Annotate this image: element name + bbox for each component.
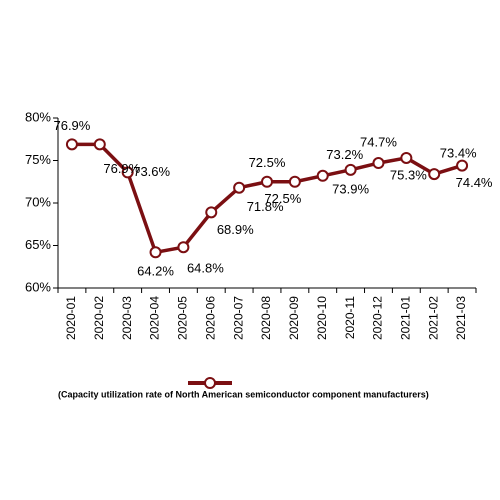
data-point bbox=[149, 246, 162, 259]
x-tick-label: 2020-12 bbox=[371, 296, 385, 340]
x-tick-label: 2020-03 bbox=[120, 296, 134, 340]
y-tick-label: 70% bbox=[25, 194, 51, 209]
x-tick-label: 2021-01 bbox=[399, 296, 413, 340]
x-axis: 2020-01 2020-02 2020-03 2020-04 2020-05 2020-… bbox=[57, 287, 477, 340]
data-label: 73.9% bbox=[332, 181, 369, 196]
data-point bbox=[288, 175, 301, 188]
x-tick-label: 2021-02 bbox=[426, 296, 440, 340]
x-tick-label: 2020-04 bbox=[148, 296, 162, 340]
data-point bbox=[93, 138, 106, 151]
x-tick-label: 2020-09 bbox=[287, 296, 301, 340]
x-tick-label: 2020-08 bbox=[259, 296, 273, 340]
data-label: 74.7% bbox=[360, 134, 397, 149]
data-label: 72.5% bbox=[264, 191, 301, 206]
data-label: 76.9% bbox=[53, 118, 90, 133]
x-tick-label: 2020-06 bbox=[203, 296, 217, 340]
data-labels: 76.9%76.9%73.6%64.2% 64.8%68.9%71.8%72.5%… bbox=[53, 118, 492, 279]
data-point bbox=[372, 157, 385, 170]
data-point bbox=[456, 159, 469, 172]
series-group bbox=[65, 138, 469, 259]
x-tick-label: 2020-07 bbox=[231, 296, 245, 340]
data-point bbox=[316, 169, 329, 182]
y-tick-label: 75% bbox=[25, 152, 51, 167]
y-axis: 60% 65% 70% 75% 80% bbox=[25, 109, 59, 294]
x-tick-label: 2020-05 bbox=[176, 296, 190, 340]
legend-label: (Capacity utilization rate of North Amer… bbox=[58, 389, 429, 399]
x-tick-label: 2021-03 bbox=[454, 296, 468, 340]
data-label: 71.8% bbox=[247, 199, 284, 214]
data-point bbox=[65, 138, 78, 151]
data-label: 73.4% bbox=[440, 146, 477, 161]
y-tick-label: 65% bbox=[25, 237, 51, 252]
data-label: 64.2% bbox=[137, 264, 174, 279]
data-label: 68.9% bbox=[217, 222, 254, 237]
legend-marker-swatch bbox=[204, 377, 216, 389]
legend: (Capacity utilization rate of North Amer… bbox=[58, 377, 429, 399]
data-point bbox=[261, 175, 273, 188]
data-label: 75.3% bbox=[390, 167, 427, 182]
data-point bbox=[344, 163, 357, 176]
data-label: 73.6% bbox=[133, 164, 170, 179]
data-label: 73.2% bbox=[326, 147, 363, 162]
x-tick-label: 2020-02 bbox=[92, 296, 106, 340]
data-label: 76.9% bbox=[103, 161, 140, 176]
data-point bbox=[400, 151, 413, 164]
x-tick-label: 2020-01 bbox=[64, 296, 78, 340]
y-tick-label: 80% bbox=[25, 109, 51, 124]
x-tick-label: 2020-11 bbox=[343, 296, 357, 339]
data-point bbox=[177, 241, 190, 254]
data-point bbox=[428, 168, 441, 181]
data-point bbox=[233, 181, 246, 194]
data-point bbox=[121, 166, 134, 179]
data-label: 64.8% bbox=[187, 261, 224, 276]
data-point bbox=[205, 206, 218, 219]
data-label: 72.5% bbox=[249, 155, 286, 170]
y-tick-label: 60% bbox=[25, 279, 51, 294]
data-label: 74.4% bbox=[456, 175, 493, 190]
x-tick-label: 2020-10 bbox=[315, 296, 329, 340]
